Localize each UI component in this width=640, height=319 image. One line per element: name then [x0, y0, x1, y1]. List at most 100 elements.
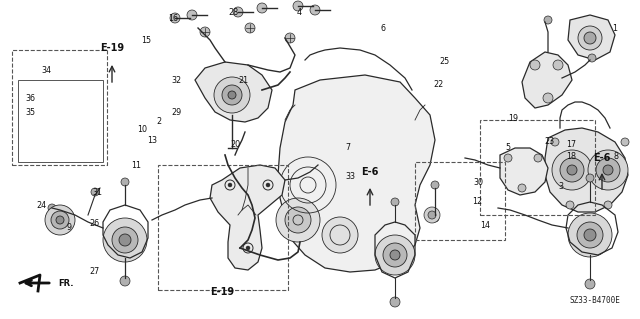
Circle shape — [586, 174, 594, 182]
Circle shape — [383, 243, 407, 267]
Circle shape — [120, 276, 130, 286]
Text: 22: 22 — [433, 80, 444, 89]
Circle shape — [246, 246, 250, 250]
Circle shape — [293, 1, 303, 11]
Circle shape — [543, 93, 553, 103]
Text: SZ33-B4700E: SZ33-B4700E — [569, 296, 620, 305]
Text: 8: 8 — [613, 152, 618, 161]
Circle shape — [285, 33, 295, 43]
Polygon shape — [210, 165, 285, 270]
Text: E-6: E-6 — [593, 153, 611, 163]
Circle shape — [200, 27, 210, 37]
Circle shape — [170, 13, 180, 23]
Circle shape — [428, 211, 436, 219]
Circle shape — [91, 188, 99, 196]
Circle shape — [431, 214, 439, 222]
Circle shape — [584, 32, 596, 44]
Circle shape — [45, 205, 75, 235]
Text: 24: 24 — [36, 201, 47, 210]
Circle shape — [187, 10, 197, 20]
Text: 20: 20 — [230, 140, 241, 149]
Text: 16: 16 — [168, 14, 178, 23]
Circle shape — [245, 23, 255, 33]
Text: 33: 33 — [346, 172, 356, 181]
Circle shape — [603, 165, 613, 175]
Circle shape — [596, 158, 620, 182]
Text: 23: 23 — [544, 137, 554, 146]
Circle shape — [390, 297, 400, 307]
Polygon shape — [568, 15, 615, 60]
Circle shape — [121, 178, 129, 186]
Polygon shape — [500, 148, 548, 195]
Text: 36: 36 — [26, 94, 36, 103]
Circle shape — [584, 229, 596, 241]
Text: E-19: E-19 — [210, 287, 234, 297]
Circle shape — [228, 91, 236, 99]
Text: 35: 35 — [26, 108, 36, 117]
Circle shape — [233, 7, 243, 17]
Text: 17: 17 — [566, 140, 576, 149]
Text: 21: 21 — [238, 76, 248, 85]
Text: 28: 28 — [228, 8, 239, 17]
Circle shape — [621, 138, 629, 146]
Text: 10: 10 — [137, 125, 147, 134]
Circle shape — [310, 5, 320, 15]
Circle shape — [119, 234, 131, 246]
Circle shape — [276, 198, 320, 242]
Text: 3: 3 — [558, 182, 563, 191]
Circle shape — [534, 154, 542, 162]
Circle shape — [567, 165, 577, 175]
Polygon shape — [278, 75, 435, 272]
Text: 14: 14 — [480, 221, 490, 230]
Text: 18: 18 — [566, 152, 576, 161]
Text: 5: 5 — [505, 143, 510, 152]
Circle shape — [214, 77, 250, 113]
Text: 4: 4 — [297, 8, 302, 17]
Circle shape — [504, 154, 512, 162]
Circle shape — [566, 201, 574, 209]
Text: 34: 34 — [41, 66, 51, 75]
Text: 7: 7 — [345, 143, 350, 152]
Text: 26: 26 — [90, 219, 100, 228]
Text: E-19: E-19 — [100, 43, 124, 53]
Circle shape — [257, 3, 267, 13]
Circle shape — [518, 184, 526, 192]
Circle shape — [588, 150, 628, 190]
Text: 29: 29 — [171, 108, 181, 117]
Circle shape — [560, 158, 584, 182]
Text: 11: 11 — [131, 161, 141, 170]
Text: 15: 15 — [141, 36, 151, 45]
Text: 9: 9 — [67, 223, 72, 232]
Circle shape — [552, 150, 592, 190]
Circle shape — [48, 204, 56, 212]
Text: 19: 19 — [508, 114, 518, 123]
Circle shape — [551, 138, 559, 146]
Polygon shape — [522, 52, 572, 108]
Circle shape — [103, 218, 147, 262]
Circle shape — [431, 181, 439, 189]
Text: 27: 27 — [90, 267, 100, 276]
Circle shape — [553, 60, 563, 70]
Circle shape — [228, 183, 232, 187]
Circle shape — [375, 235, 415, 275]
Polygon shape — [545, 128, 628, 212]
Text: 30: 30 — [474, 178, 484, 187]
Polygon shape — [195, 62, 272, 122]
Text: 32: 32 — [171, 76, 181, 85]
Circle shape — [322, 217, 358, 253]
Circle shape — [578, 26, 602, 50]
Text: 13: 13 — [147, 137, 157, 145]
Circle shape — [56, 216, 64, 224]
Circle shape — [390, 250, 400, 260]
Circle shape — [604, 201, 612, 209]
Text: 25: 25 — [440, 57, 450, 66]
Circle shape — [424, 207, 440, 223]
Circle shape — [530, 60, 540, 70]
Circle shape — [222, 85, 242, 105]
Text: 2: 2 — [156, 117, 161, 126]
Circle shape — [568, 213, 612, 257]
Circle shape — [112, 227, 138, 253]
Circle shape — [544, 16, 552, 24]
Circle shape — [51, 211, 69, 229]
Text: 6: 6 — [380, 24, 385, 33]
